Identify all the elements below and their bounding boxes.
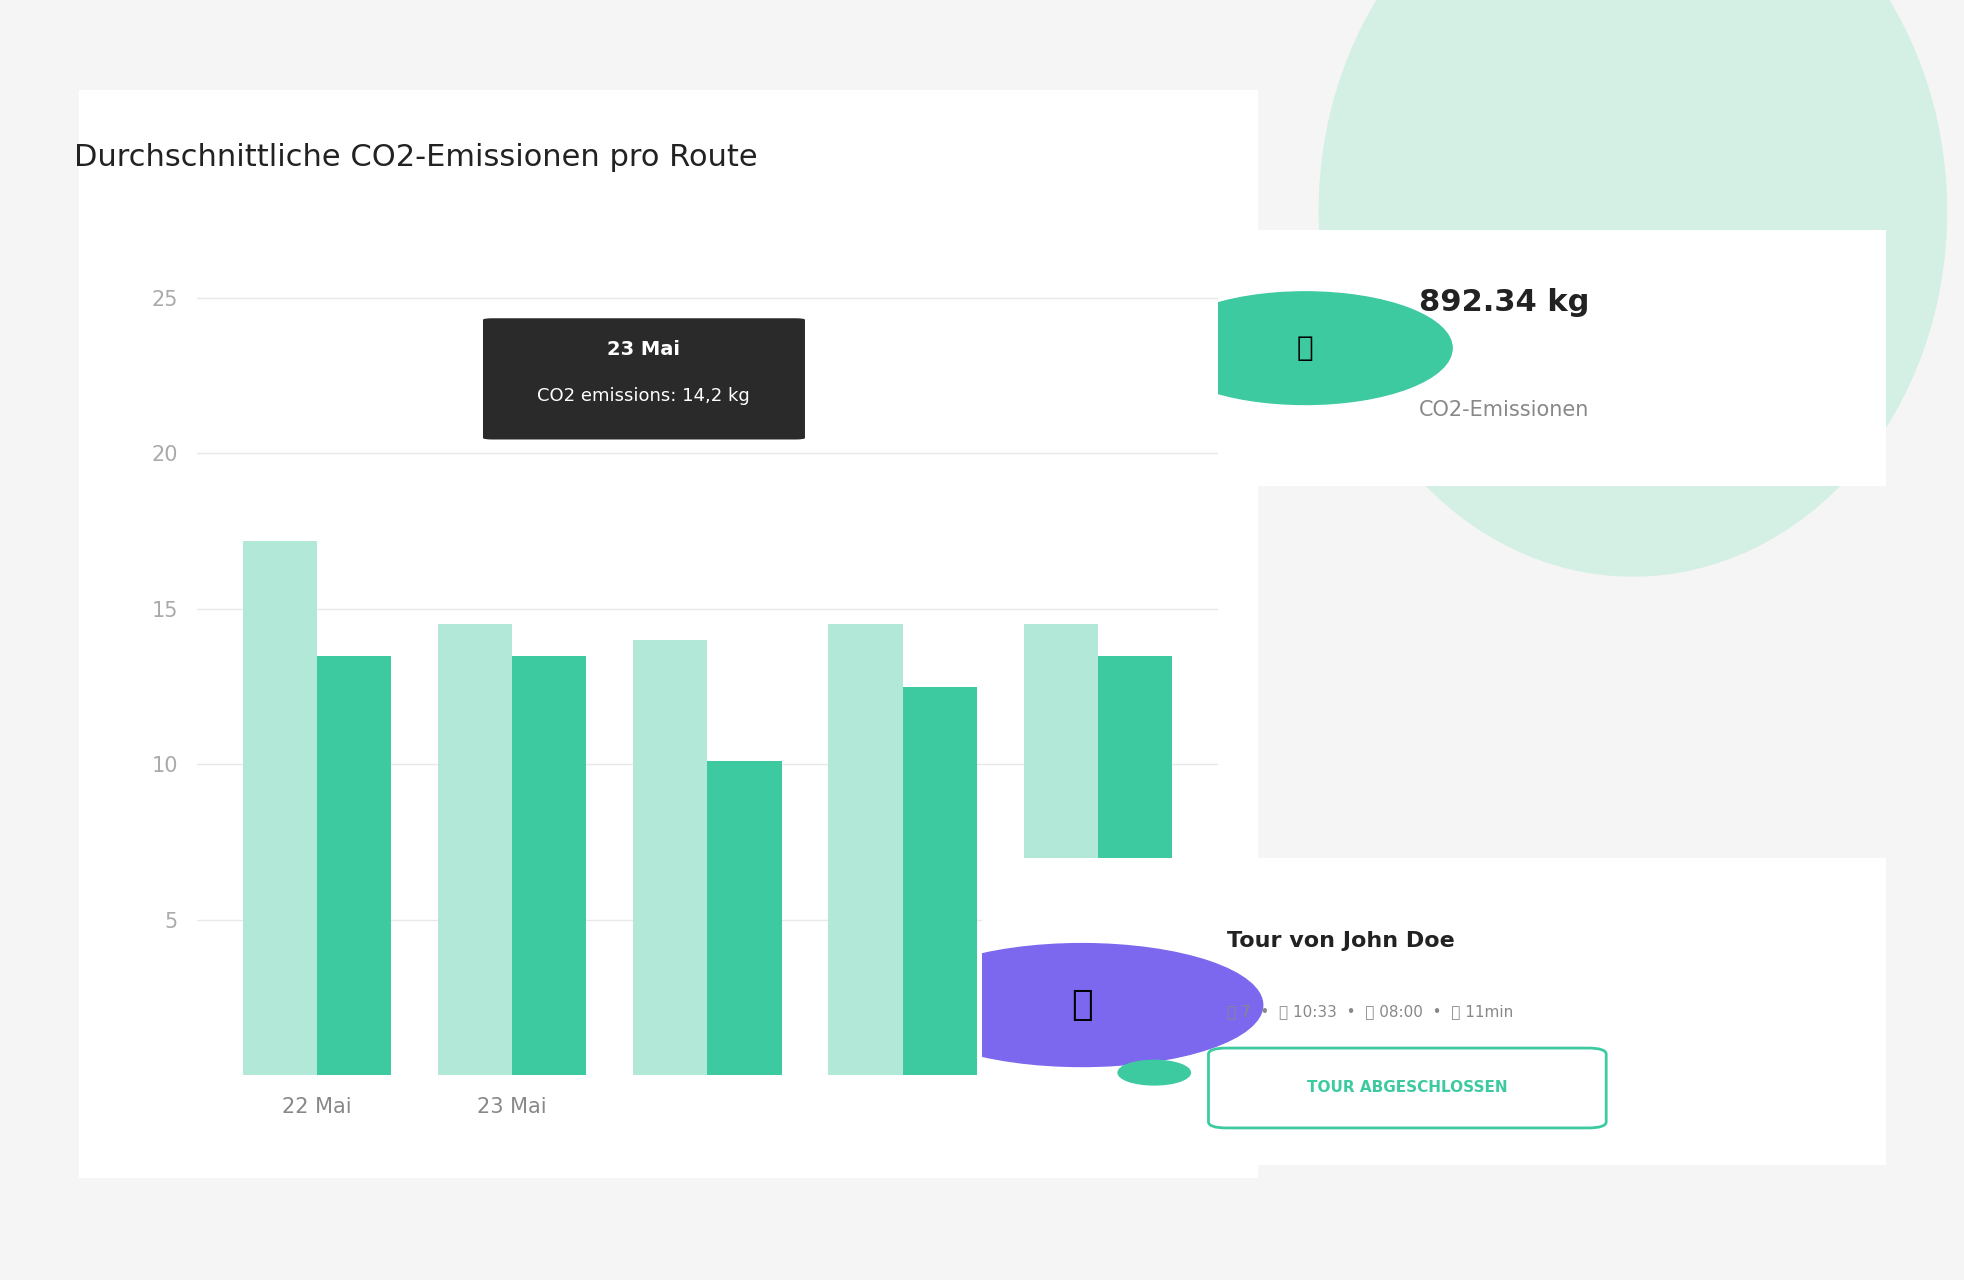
FancyBboxPatch shape [483,319,805,439]
Text: 🌿: 🌿 [1296,334,1312,362]
Bar [632,640,707,1075]
Bar [513,655,585,1075]
Circle shape [1318,0,1946,576]
Text: 892.34 kg: 892.34 kg [1418,288,1589,316]
Text: 👤: 👤 [1070,988,1092,1021]
Text: CO2 emissions: 14,2 kg: CO2 emissions: 14,2 kg [536,387,748,404]
FancyBboxPatch shape [947,845,1921,1178]
Bar [438,625,513,1075]
Text: 23 Mai: 23 Mai [607,340,680,358]
Text: Durchschnittliche CO2-Emissionen pro Route: Durchschnittliche CO2-Emissionen pro Rou… [75,143,758,172]
Bar [901,686,976,1075]
Bar [707,762,782,1075]
Bar [1023,625,1098,1075]
Bar [244,540,316,1075]
Circle shape [901,943,1263,1066]
FancyBboxPatch shape [1190,220,1913,497]
Text: TOUR ABGESCHLOSSEN: TOUR ABGESCHLOSSEN [1306,1080,1506,1096]
Circle shape [1118,1060,1190,1085]
Bar [1098,655,1171,1075]
Text: Tour von John Doe: Tour von John Doe [1226,931,1453,951]
Bar [316,655,391,1075]
Text: 📍 7  •  📆 10:33  •  🗓 08:00  •  🚗 11min: 📍 7 • 📆 10:33 • 🗓 08:00 • 🚗 11min [1226,1004,1512,1019]
Text: CO2-Emissionen: CO2-Emissionen [1418,399,1589,420]
Circle shape [1157,292,1451,404]
Bar [829,625,901,1075]
